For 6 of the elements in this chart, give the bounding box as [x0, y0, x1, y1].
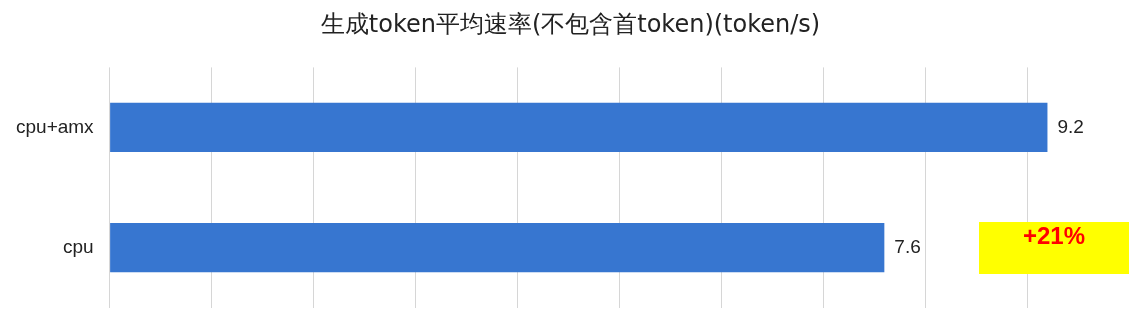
y-tick-label: cpu [62, 235, 94, 257]
note-box: +21% [979, 221, 1129, 274]
y-tick-label: cpu+amx [16, 115, 95, 137]
chart-title: 生成token平均速率(不包含首token)(token/s) [319, 9, 822, 40]
data-label: 7.6 [894, 235, 921, 257]
data-label: 9.2 [1057, 115, 1084, 137]
